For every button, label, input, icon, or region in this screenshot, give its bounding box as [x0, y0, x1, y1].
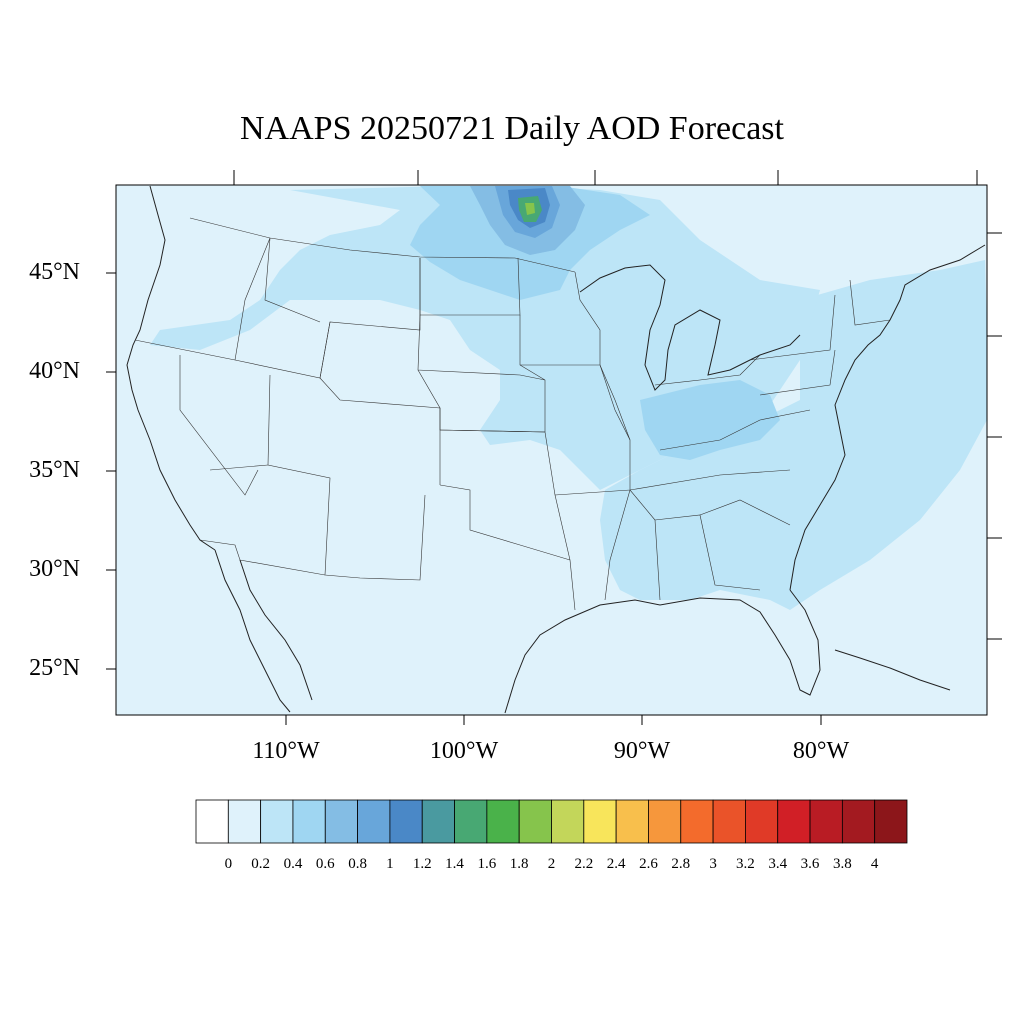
aod-region-ohio-valley — [640, 380, 780, 460]
aod-region-atlantic — [600, 260, 987, 610]
lon-label-110w: 110°W — [252, 738, 320, 764]
colorbar — [195, 799, 908, 844]
coast-pacific — [126, 185, 216, 551]
coast-cuba — [834, 649, 951, 691]
colorbar-swatch-11 — [551, 799, 585, 844]
colorbar-label-14: 2.8 — [671, 856, 691, 872]
colorbar-label-4: 0.8 — [348, 856, 367, 872]
state-boundary-22 — [654, 354, 761, 386]
colorbar-label-5: 1 — [386, 856, 394, 872]
state-boundary-3 — [234, 237, 271, 361]
colorbar-label-13: 2.6 — [639, 856, 658, 872]
state-boundaries — [134, 217, 891, 611]
colorbar-label-9: 1.8 — [509, 856, 529, 872]
state-boundary-15 — [520, 364, 631, 441]
coast-gulf — [504, 589, 821, 714]
colorbar-label-18: 3.6 — [800, 856, 820, 872]
colorbar-swatch-3 — [292, 799, 326, 844]
colorbar-swatch-7 — [421, 799, 455, 844]
colorbar-swatch-0 — [195, 799, 229, 844]
lat-label-40: 40°N — [29, 358, 80, 384]
colorbar-swatch-16 — [712, 799, 746, 844]
axis-ticks — [106, 170, 1002, 725]
state-boundary-17 — [554, 469, 791, 496]
colorbar-label-11: 2.2 — [574, 856, 594, 872]
colorbar-swatch-10 — [518, 799, 552, 844]
state-boundary-12 — [439, 484, 571, 561]
state-boundary-24 — [759, 349, 836, 396]
colorbar-swatch-13 — [615, 799, 649, 844]
colorbar-label-15: 3 — [709, 856, 717, 872]
state-boundary-7 — [199, 539, 326, 576]
colorbar-swatch-12 — [583, 799, 617, 844]
state-boundary-8 — [209, 464, 269, 471]
colorbar-swatch-20 — [841, 799, 876, 844]
colorbar-swatch-2 — [260, 799, 294, 844]
lat-label-45: 45°N — [29, 259, 80, 285]
coast-atlantic — [789, 244, 986, 591]
colorbar-swatch-19 — [809, 799, 843, 844]
colorbar-label-16: 3.2 — [736, 856, 755, 872]
colorbar-label-8: 1.6 — [477, 856, 497, 872]
lat-label-25: 25°N — [29, 655, 80, 681]
page-title: NAAPS 20250721 Daily AOD Forecast — [240, 110, 784, 147]
state-boundary-2 — [179, 355, 259, 496]
state-boundary-19 — [654, 514, 761, 591]
state-boundary-25 — [849, 279, 891, 326]
lat-label-30: 30°N — [29, 556, 80, 582]
colorbar-swatch-18 — [777, 799, 811, 844]
colorbar-swatch-15 — [680, 799, 714, 844]
lon-label-90w: 90°W — [613, 738, 671, 764]
colorbar-label-6: 1.2 — [412, 856, 432, 872]
colorbar-label-19: 3.8 — [832, 856, 852, 872]
state-boundary-4 — [264, 237, 321, 323]
state-boundary-0 — [189, 217, 576, 273]
colorbar-swatch-17 — [745, 799, 779, 844]
coast-gulf-of-california — [239, 559, 313, 701]
colorbar-label-1: 0.2 — [251, 856, 270, 872]
colorbar-swatch-14 — [648, 799, 682, 844]
state-boundary-9 — [419, 257, 521, 316]
state-boundary-23 — [749, 294, 836, 361]
state-boundary-20 — [699, 499, 791, 526]
coast-baja — [214, 549, 291, 713]
aod-region-plume-peak — [525, 203, 535, 215]
map-frame — [115, 184, 988, 716]
colorbar-label-17: 3.4 — [768, 856, 788, 872]
colorbar-swatch-21 — [874, 799, 908, 844]
state-boundary-5 — [319, 321, 441, 485]
coastline-layer — [126, 185, 986, 714]
colorbar-swatch-8 — [454, 799, 488, 844]
coast-great-lakes — [579, 264, 801, 391]
colorbar-swatch-5 — [357, 799, 391, 844]
colorbar-label-20: 4 — [870, 856, 879, 872]
colorbar-label-7: 1.4 — [445, 856, 464, 872]
state-boundary-16 — [574, 271, 631, 601]
colorbar-label-10: 2 — [547, 856, 556, 872]
colorbar-label-0: 0 — [224, 856, 233, 872]
state-boundary-10 — [417, 314, 546, 381]
state-boundary-14 — [519, 315, 546, 432]
lon-label-100w: 100°W — [429, 738, 499, 764]
colorbar-swatch-4 — [324, 799, 358, 844]
colorbar-label-12: 2.4 — [606, 856, 626, 872]
colorbar-label-2: 0.4 — [283, 856, 303, 872]
aod-field-layer — [150, 186, 987, 610]
lat-label-35: 35°N — [29, 457, 80, 483]
colorbar-swatch-9 — [486, 799, 520, 844]
colorbar-swatch-1 — [227, 799, 262, 844]
state-boundary-21 — [659, 409, 811, 451]
lon-label-80w: 80°W — [792, 738, 850, 764]
colorbar-swatch-6 — [389, 799, 423, 844]
colorbar-label-3: 0.6 — [315, 856, 335, 872]
